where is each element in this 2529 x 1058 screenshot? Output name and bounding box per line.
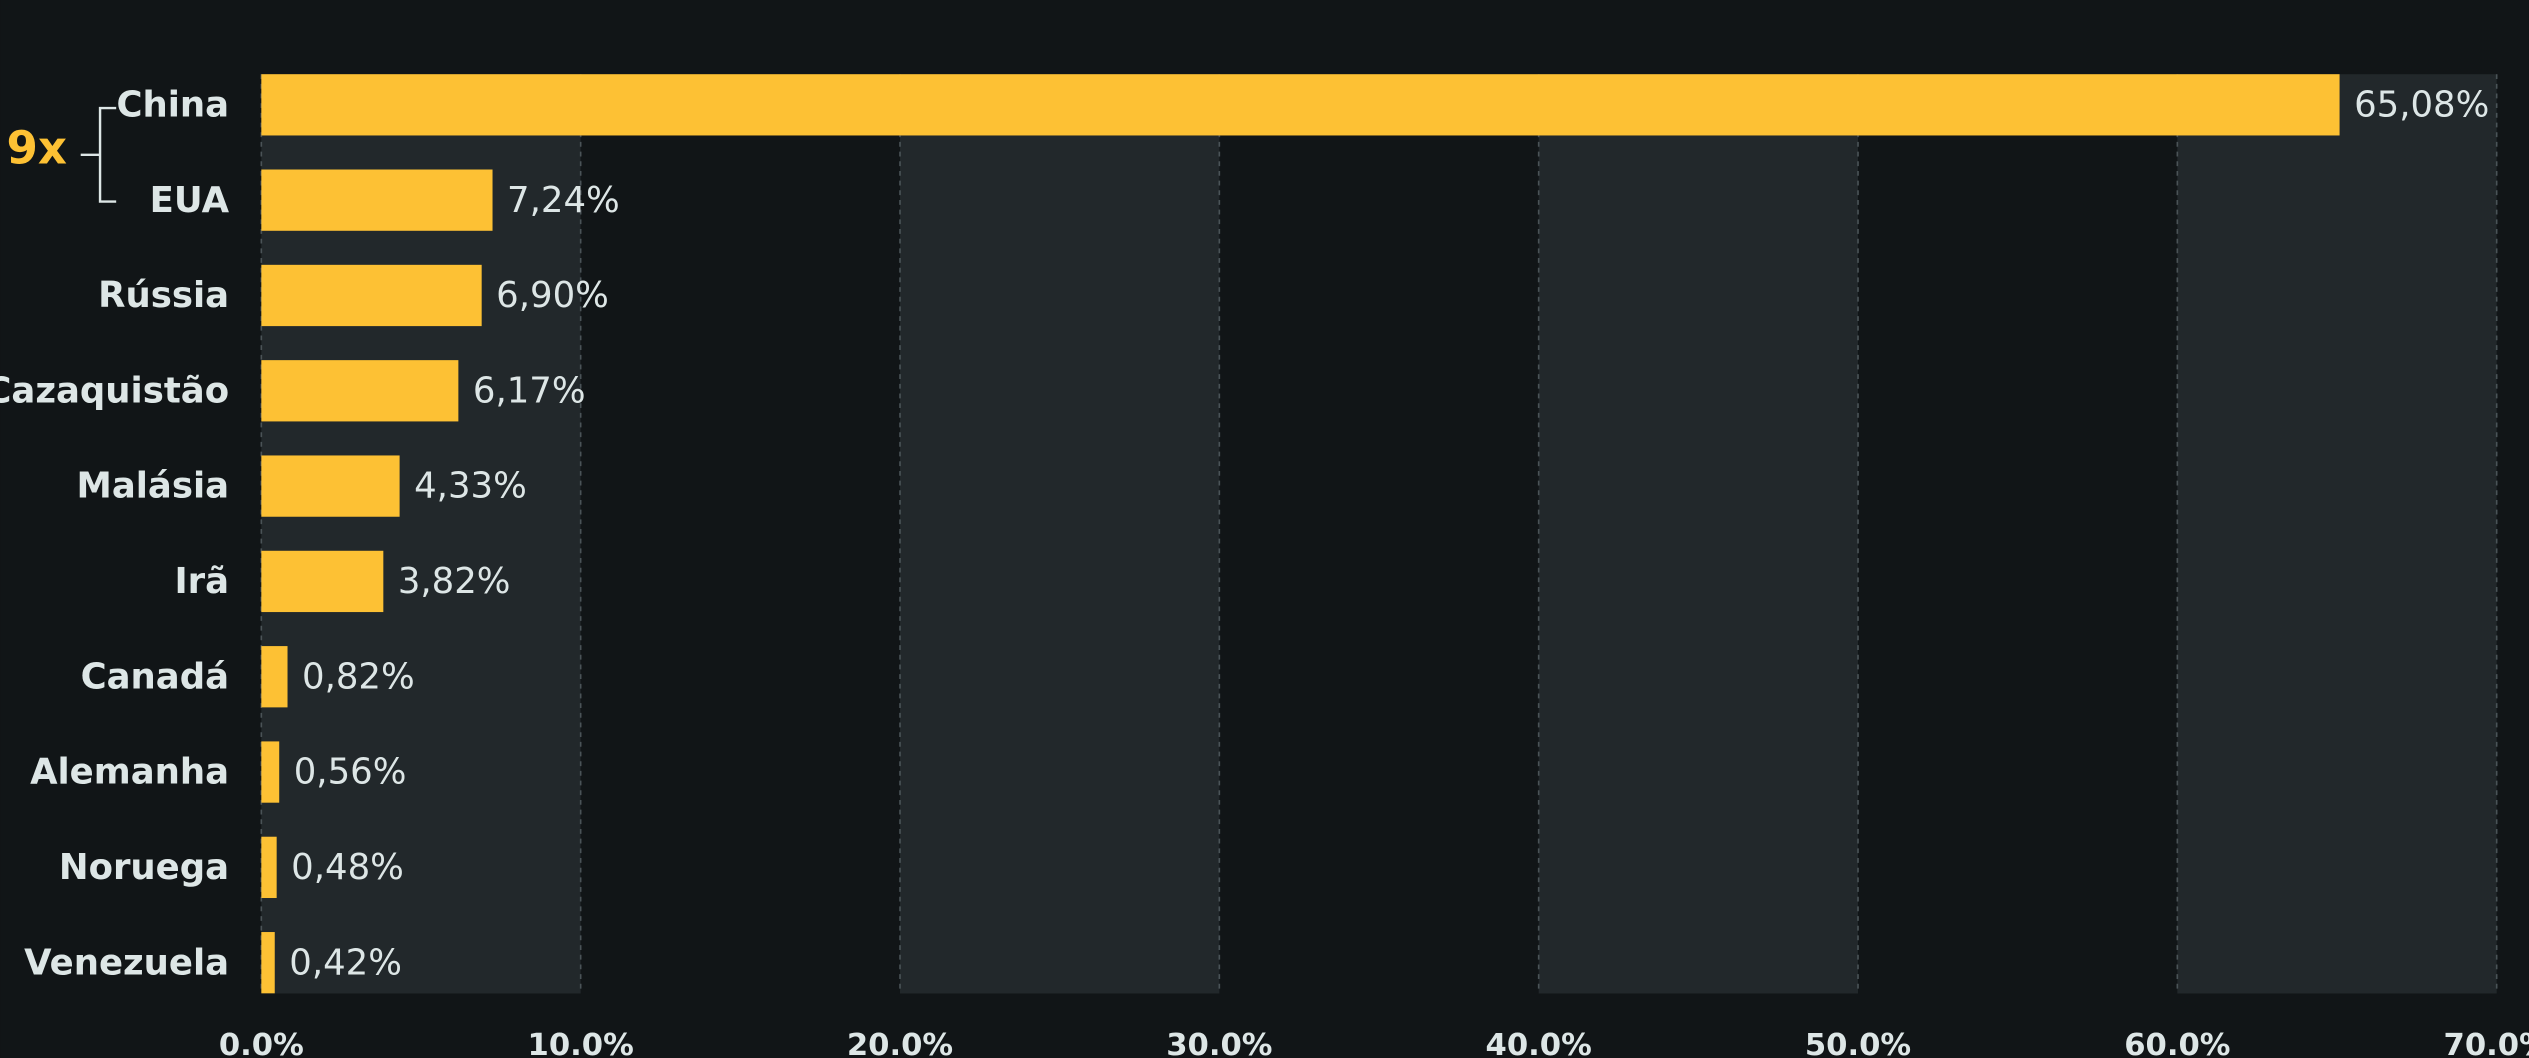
x-tick-label: 10.0% [528,1028,634,1058]
y-tick-label: Alemanha [30,752,229,793]
x-tick-label: 50.0% [1805,1028,1911,1058]
annotation: 9x [7,122,68,175]
value-label: 6,17% [473,370,586,411]
x-tick-label: 70.0% [2444,1028,2529,1058]
band [1538,74,1859,994]
y-tick-label: Malásia [77,466,230,507]
value-label: 0,82% [302,656,415,697]
x-tick-label: 20.0% [847,1028,953,1058]
y-tick-label: EUA [150,180,230,221]
bar [261,264,482,327]
bar [261,550,384,613]
bracket [80,106,117,203]
value-label: 0,56% [294,752,407,793]
value-label: 0,42% [289,942,402,983]
bar [261,836,277,899]
value-label: 4,33% [414,466,527,507]
x-tick-label: 30.0% [1166,1028,1272,1058]
y-tick-label: Noruega [59,847,229,888]
value-label: 65,08% [2354,84,2489,125]
bar [261,74,2340,136]
x-tick-label: 60.0% [2124,1028,2230,1058]
bar [261,455,400,517]
y-tick-label: Canadá [81,656,229,697]
value-label: 3,82% [398,561,511,602]
value-label: 6,90% [496,275,609,316]
bar [261,169,493,231]
y-tick-label: Venezuela [24,942,229,983]
x-tick-label: 40.0% [1486,1028,1592,1058]
y-tick-label: Rússia [98,275,229,316]
bar [261,932,275,994]
y-tick-label: China [116,84,229,125]
bracket-line [80,106,117,203]
bar [261,360,459,422]
value-label: 0,48% [291,847,404,888]
band [900,74,1220,994]
y-tick-label: Irã [174,561,229,602]
band [2177,74,2497,994]
bar [261,741,280,803]
y-tick-label: Cazaquistão [0,370,229,411]
x-tick-label: 0.0% [219,1028,304,1058]
bar [261,646,288,708]
value-label: 7,24% [507,180,620,221]
